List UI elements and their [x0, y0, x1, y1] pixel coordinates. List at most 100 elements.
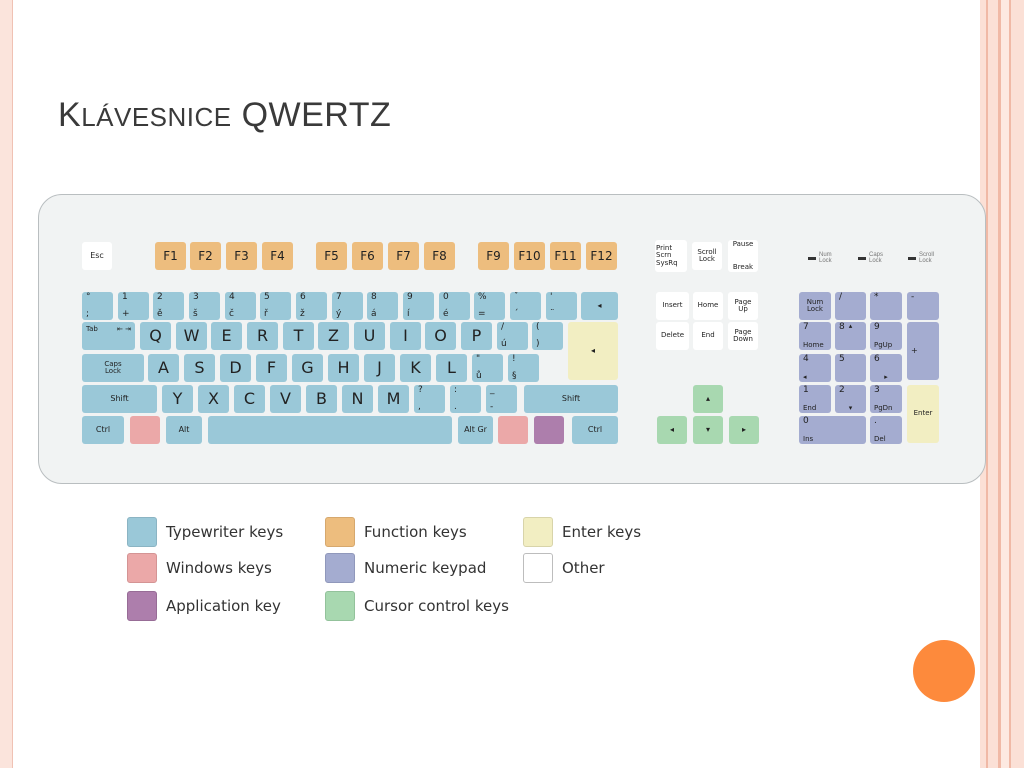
key-h: H: [328, 354, 359, 382]
backspace-arrow-icon: ◂: [597, 300, 602, 310]
key-enter: ◂: [568, 322, 618, 380]
key-shift-left: Shift: [82, 385, 157, 413]
enter-arrow-icon: ◂: [590, 345, 595, 355]
key-num-7: 7 Home: [799, 322, 831, 350]
key-i: I: [390, 322, 421, 350]
legend-windows-keys: Windows keys: [127, 553, 272, 583]
indicator-light: [908, 256, 916, 260]
decorative-orange-circle: [913, 640, 975, 702]
arrow-right-icon: ▸: [741, 424, 746, 434]
key-n: N: [342, 385, 373, 413]
key-l: L: [436, 354, 467, 382]
key-p: P: [461, 322, 492, 350]
slide-right-border: [980, 0, 1024, 768]
key-num-9: 9 PgUp: [870, 322, 902, 350]
key-application: [534, 416, 564, 444]
key-j: J: [364, 354, 395, 382]
key-g: G: [292, 354, 323, 382]
legend-swatch: [325, 553, 355, 583]
key-caron-acute: ˇ ´: [510, 292, 541, 320]
key-percent-equals: % =: [474, 292, 505, 320]
legend-function-keys: Function keys: [325, 517, 467, 547]
key-num-divide: /: [835, 292, 866, 320]
key-num-6: 6 ▸: [870, 354, 902, 382]
key-f8: F8: [424, 242, 455, 270]
key-w: W: [176, 322, 207, 350]
key-r: R: [247, 322, 278, 350]
key-quote-u-ring: " ů: [472, 354, 503, 382]
arrow-left-icon: ◂: [669, 424, 674, 434]
legend-typewriter-keys: Typewriter keys: [127, 517, 283, 547]
key-parentheses: (): [532, 322, 563, 350]
key-num-8: 8 ▴: [835, 322, 866, 350]
key-num-0: 0 Ins: [799, 416, 866, 444]
key-num-decimal: . Del: [870, 416, 902, 444]
key-underscore-minus: _ -: [486, 385, 517, 413]
key-f1: F1: [155, 242, 186, 270]
key-m: M: [378, 385, 409, 413]
key-e: E: [211, 322, 242, 350]
key-arrow-right: ▸: [729, 416, 759, 444]
key-shift-right: Shift: [524, 385, 618, 413]
key-alt-gr: Alt Gr: [458, 416, 493, 444]
key-num-enter: Enter: [907, 385, 939, 443]
legend-application-key: Application key: [127, 591, 281, 621]
key-f9: F9: [478, 242, 509, 270]
key-slash-u-acute: / ú: [497, 322, 528, 350]
key-windows-left: [130, 416, 160, 444]
key-page-up: Page Up: [728, 292, 758, 320]
key-backspace: ◂: [581, 292, 618, 320]
key-y: Y: [162, 385, 193, 413]
key-tab: Tab ⇤ ⇥: [82, 322, 135, 350]
key-s: S: [184, 354, 215, 382]
key-page-down: Page Down: [728, 322, 758, 350]
indicator-light: [808, 256, 816, 260]
key-scroll-lock: Scroll Lock: [692, 242, 722, 270]
key-num-multiply: *: [870, 292, 902, 320]
legend-swatch: [127, 591, 157, 621]
key-caps-lock: Caps Lock: [82, 354, 144, 382]
key-f12: F12: [586, 242, 617, 270]
key-d: D: [220, 354, 251, 382]
key-num-3: 3 PgDn: [870, 385, 902, 413]
key-exclaim-section: ! §: [508, 354, 539, 382]
key-k: K: [400, 354, 431, 382]
num-lock-indicator: Num Lock: [808, 252, 841, 264]
scroll-lock-indicator: Scroll Lock: [908, 252, 941, 264]
key-x: X: [198, 385, 229, 413]
key-f4: F4: [262, 242, 293, 270]
legend-other: Other: [523, 553, 605, 583]
key-num-lock: Num Lock: [799, 292, 831, 320]
legend-enter-keys: Enter keys: [523, 517, 641, 547]
arrow-down-icon: ▾: [705, 424, 710, 434]
key-apostrophe-diaeresis: ' ¨: [546, 292, 577, 320]
key-f3: F3: [226, 242, 257, 270]
key-ctrl-left: Ctrl: [82, 416, 124, 444]
key-f: F: [256, 354, 287, 382]
key-num-plus: +: [907, 322, 939, 380]
key-pause: Pause Break: [728, 240, 758, 272]
key-num-minus: -: [907, 292, 939, 320]
key-t: T: [283, 322, 314, 350]
key-arrow-up: ▴: [693, 385, 723, 413]
key-q: Q: [140, 322, 171, 350]
key-f2: F2: [190, 242, 221, 270]
legend-cursor-control-keys: Cursor control keys: [325, 591, 509, 621]
key-print-screen: Print Scrn SysRq: [655, 240, 687, 272]
tab-arrows-icon: ⇤ ⇥: [117, 325, 131, 333]
key-f5: F5: [316, 242, 347, 270]
key-b: B: [306, 385, 337, 413]
key-ring-semicolon: °;: [82, 292, 113, 320]
legend-swatch: [325, 517, 355, 547]
key-insert: Insert: [656, 292, 689, 320]
key-1: 1 +: [118, 292, 149, 320]
legend-swatch: [523, 517, 553, 547]
key-esc: Esc: [82, 242, 112, 270]
legend-swatch: [523, 553, 553, 583]
